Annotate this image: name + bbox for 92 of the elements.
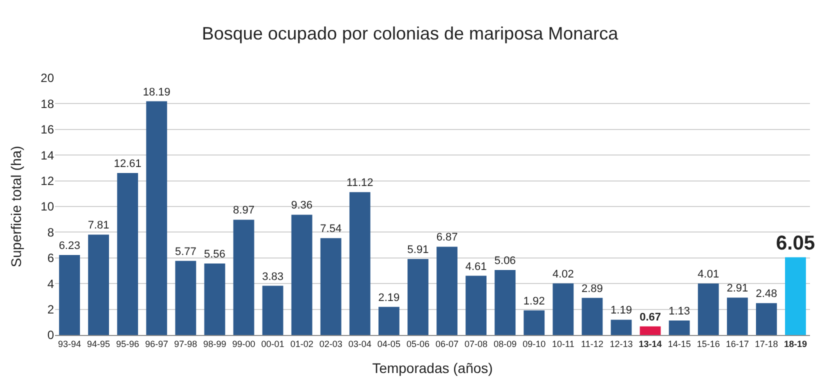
data-label: 6.23 (58, 240, 80, 252)
bar (88, 234, 110, 335)
data-label: 2.89 (582, 282, 603, 295)
data-label: 11.12 (346, 177, 374, 190)
x-tick-label: 00-01 (261, 338, 284, 349)
x-tick-label: 05-06 (406, 338, 430, 349)
bar (378, 306, 400, 335)
bar (146, 101, 168, 335)
y-tick-label: 0 (47, 328, 54, 342)
data-label: 4.61 (465, 260, 487, 273)
data-label: 5.56 (204, 248, 226, 261)
bar (494, 270, 516, 335)
bar (408, 259, 428, 335)
x-tick-label: 16-17 (726, 338, 749, 349)
bar (320, 238, 342, 335)
data-label: 5.06 (494, 254, 516, 267)
data-label: 12.61 (114, 158, 142, 170)
x-tick-label: 95-96 (116, 338, 140, 349)
data-label: 8.97 (233, 204, 254, 217)
x-tick-label: 07-08 (464, 338, 488, 349)
x-tick-label: 99-00 (232, 338, 256, 349)
x-tick-label: 08-09 (494, 338, 517, 349)
x-tick-label: 15-16 (696, 338, 720, 349)
bar (785, 257, 806, 335)
data-label: 4.02 (552, 268, 574, 280)
bar (668, 320, 690, 335)
bar (610, 320, 632, 335)
data-label: 9.36 (291, 200, 313, 212)
bar (59, 254, 80, 335)
x-tick-label: 12-13 (610, 338, 633, 349)
x-tick-label: 98-99 (203, 338, 226, 349)
bar (117, 172, 138, 335)
bar (436, 246, 458, 335)
bar (204, 264, 226, 335)
chart-title: Bosque ocupado por colonias de mariposa Monarca (202, 24, 620, 44)
data-label: 2.91 (726, 282, 748, 295)
data-label: 1.13 (668, 305, 690, 318)
x-tick-label: 02-03 (319, 338, 342, 349)
x-tick-label: 11-12 (581, 338, 604, 349)
data-label: 1.19 (610, 304, 632, 317)
bar (524, 310, 545, 335)
y-tick-label: 8 (47, 225, 54, 240)
bar (640, 326, 661, 335)
bar (756, 303, 777, 335)
data-label: 6.87 (436, 232, 458, 244)
x-tick-label: 94-95 (87, 338, 110, 349)
bar (233, 220, 254, 335)
x-tick-label: 09-10 (522, 338, 546, 349)
data-label: 2.48 (756, 288, 778, 300)
x-tick-label: 17-18 (754, 338, 778, 349)
bar (175, 260, 196, 335)
data-label: 2.19 (378, 292, 400, 304)
bar (726, 298, 748, 335)
y-tick-label: 4 (47, 276, 54, 291)
x-tick-label: 93-94 (58, 338, 82, 349)
x-axis-title: Temporadas (años) (372, 360, 493, 376)
data-label: 7.81 (88, 220, 110, 232)
data-label: 7.54 (320, 223, 342, 236)
y-tick-label: 6 (47, 251, 54, 266)
x-tick-label: 96-97 (145, 338, 168, 349)
x-tick-label: 97-98 (174, 338, 198, 349)
x-tick-label: 03-04 (348, 338, 372, 349)
bar (262, 286, 284, 335)
bar (466, 276, 487, 335)
x-tick-label: 10-11 (552, 338, 574, 349)
x-tick-label: 01-02 (290, 338, 314, 349)
y-tick-label: 18 (40, 96, 54, 111)
data-label: 5.91 (407, 244, 429, 256)
data-label: 18.19 (142, 86, 170, 98)
data-label: 1.92 (523, 295, 545, 308)
bar (552, 283, 574, 335)
x-tick-label: 18-19 (784, 338, 807, 349)
bar (349, 192, 370, 335)
data-label: 6.05 (776, 232, 815, 254)
y-tick-label: 14 (40, 148, 54, 162)
bar (291, 214, 312, 335)
x-tick-label: 13-14 (638, 338, 662, 349)
y-tick-label: 10 (40, 200, 54, 214)
y-tick-label: 2 (47, 302, 54, 316)
data-label: 0.67 (640, 311, 661, 324)
y-tick-label: 12 (40, 174, 54, 188)
bar (698, 283, 719, 335)
data-label: 3.83 (262, 270, 284, 283)
y-tick-label: 16 (40, 122, 54, 137)
data-label: 4.01 (698, 268, 720, 280)
data-label: 5.77 (174, 246, 196, 258)
y-axis-title: Superficie total (ha) (8, 146, 24, 268)
y-tick-label: 20 (40, 71, 54, 86)
x-tick-label: 14-15 (668, 338, 691, 349)
x-tick-label: 06-07 (436, 338, 459, 349)
bar (582, 298, 603, 335)
x-tick-label: 04-05 (377, 338, 400, 349)
